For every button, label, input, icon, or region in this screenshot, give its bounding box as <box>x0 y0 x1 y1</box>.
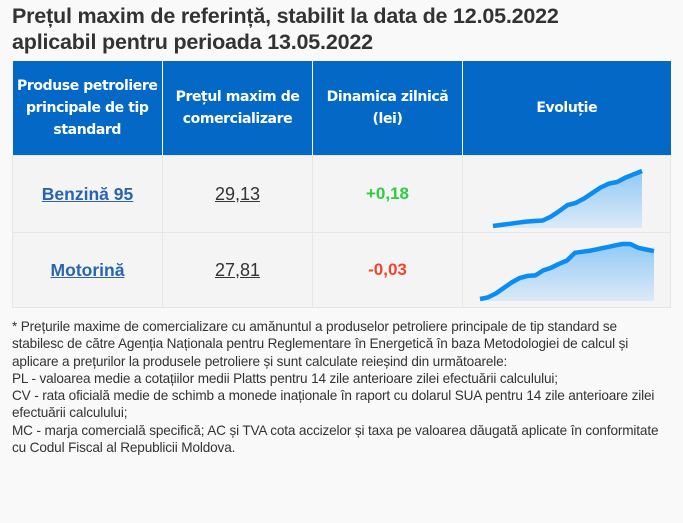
note-cv: CV - rata oficială medie de schimb a mon… <box>12 388 655 421</box>
product-link-motorina[interactable]: Motorină <box>50 259 125 280</box>
sparkline-motorina <box>479 241 655 302</box>
note-mc: MC - marja comercială specifică; AC și T… <box>12 422 659 456</box>
title-line-1: Prețul maxim de referință, stabilit la d… <box>12 4 559 28</box>
price-cell: 27,81 <box>162 232 313 308</box>
title-line-2: aplicabil pentru perioada 13.05.2022 <box>12 30 373 54</box>
table-header-row: Produse petroliere principale de tip sta… <box>12 61 671 156</box>
product-cell: Motorină <box>12 232 163 308</box>
price-link-motorina[interactable]: 27,81 <box>214 259 261 280</box>
sparkline-line <box>492 168 643 229</box>
sparkline-benzina-95 <box>492 168 643 229</box>
note-pl: PL - valoarea medie a cotațiilor medii P… <box>12 370 558 386</box>
methodology-notes: * Prețurile maxime de comercializare cu … <box>12 318 672 456</box>
daily-change-value: +0,18 <box>365 184 409 203</box>
column-header-daily-change: Dinamica zilnică (lei) <box>312 61 463 156</box>
column-header-evolution: Evoluție <box>462 61 671 156</box>
fuel-prices-table: Produse petroliere principale de tip sta… <box>12 61 671 308</box>
price-cell: 29,13 <box>162 155 313 233</box>
column-header-max-price: Prețul maxim de comercializare <box>162 61 313 156</box>
sparkline-line <box>479 241 655 302</box>
table-row: Benzină 95 29,13 +0,18 <box>12 155 671 233</box>
change-cell: +0,18 <box>312 155 463 233</box>
column-header-product: Produse petroliere principale de tip sta… <box>12 61 163 156</box>
evolution-cell <box>462 155 671 233</box>
change-cell: -0,03 <box>312 232 463 308</box>
sparkline-area <box>493 171 642 228</box>
table-row: Motorină 27,81 -0,03 <box>12 232 671 308</box>
note-intro: * Prețurile maxime de comercializare cu … <box>12 319 629 369</box>
sparkline-area <box>480 244 654 301</box>
page-title: Prețul maxim de referință, stabilit la d… <box>12 3 672 55</box>
product-link-benzina-95[interactable]: Benzină 95 <box>41 183 134 204</box>
price-link-benzina-95[interactable]: 29,13 <box>214 183 261 204</box>
product-cell: Benzină 95 <box>12 155 163 233</box>
daily-change-value: -0,03 <box>368 260 407 279</box>
evolution-cell <box>462 232 671 308</box>
